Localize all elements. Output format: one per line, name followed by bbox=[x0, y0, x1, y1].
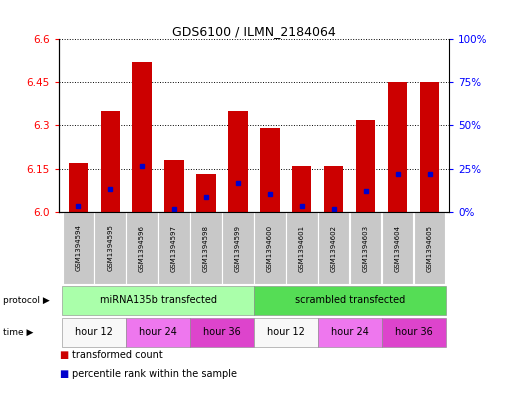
Bar bbox=[318, 318, 382, 347]
Text: hour 24: hour 24 bbox=[139, 327, 177, 337]
Text: hour 36: hour 36 bbox=[395, 327, 432, 337]
Text: GSM1394600: GSM1394600 bbox=[267, 224, 273, 272]
Bar bbox=[62, 286, 254, 315]
Text: GSM1394601: GSM1394601 bbox=[299, 224, 305, 272]
Bar bbox=[190, 318, 254, 347]
Text: GSM1394603: GSM1394603 bbox=[363, 224, 369, 272]
Bar bbox=[356, 120, 376, 211]
Text: percentile rank within the sample: percentile rank within the sample bbox=[72, 369, 237, 380]
Text: hour 12: hour 12 bbox=[267, 327, 305, 337]
Text: scrambled transfected: scrambled transfected bbox=[294, 296, 405, 305]
Bar bbox=[318, 212, 349, 284]
Bar bbox=[350, 212, 382, 284]
Bar bbox=[190, 212, 222, 284]
Bar bbox=[69, 163, 88, 211]
Bar bbox=[382, 212, 413, 284]
Text: GSM1394598: GSM1394598 bbox=[203, 224, 209, 272]
Bar bbox=[228, 111, 248, 211]
Text: transformed count: transformed count bbox=[72, 350, 163, 360]
Bar bbox=[260, 128, 280, 211]
Text: time ▶: time ▶ bbox=[3, 328, 33, 337]
Text: GSM1394602: GSM1394602 bbox=[331, 224, 337, 272]
Bar bbox=[196, 174, 215, 211]
Bar bbox=[420, 83, 439, 211]
Bar bbox=[126, 318, 190, 347]
Text: miRNA135b transfected: miRNA135b transfected bbox=[100, 296, 216, 305]
Text: GSM1394595: GSM1394595 bbox=[107, 224, 113, 272]
Text: hour 12: hour 12 bbox=[75, 327, 113, 337]
Bar bbox=[94, 212, 126, 284]
Text: GSM1394596: GSM1394596 bbox=[139, 224, 145, 272]
Title: GDS6100 / ILMN_2184064: GDS6100 / ILMN_2184064 bbox=[172, 25, 336, 38]
Bar bbox=[254, 318, 318, 347]
Bar bbox=[63, 212, 94, 284]
Bar bbox=[254, 286, 446, 315]
Text: GSM1394594: GSM1394594 bbox=[75, 224, 81, 272]
Bar bbox=[414, 212, 445, 284]
Bar bbox=[62, 318, 126, 347]
Text: ■: ■ bbox=[59, 369, 68, 380]
Text: GSM1394599: GSM1394599 bbox=[235, 224, 241, 272]
Bar bbox=[101, 111, 120, 211]
Bar bbox=[382, 318, 446, 347]
Text: ■: ■ bbox=[59, 350, 68, 360]
Text: GSM1394605: GSM1394605 bbox=[427, 224, 432, 272]
Text: GSM1394597: GSM1394597 bbox=[171, 224, 177, 272]
Bar bbox=[254, 212, 286, 284]
Bar bbox=[222, 212, 253, 284]
Bar bbox=[159, 212, 190, 284]
Bar bbox=[126, 212, 157, 284]
Bar bbox=[388, 83, 407, 211]
Bar bbox=[165, 160, 184, 211]
Bar bbox=[286, 212, 318, 284]
Text: GSM1394604: GSM1394604 bbox=[394, 224, 401, 272]
Bar bbox=[324, 165, 343, 211]
Text: protocol ▶: protocol ▶ bbox=[3, 296, 49, 305]
Text: hour 24: hour 24 bbox=[331, 327, 369, 337]
Text: hour 36: hour 36 bbox=[203, 327, 241, 337]
Bar bbox=[132, 62, 152, 211]
Bar bbox=[292, 165, 311, 211]
